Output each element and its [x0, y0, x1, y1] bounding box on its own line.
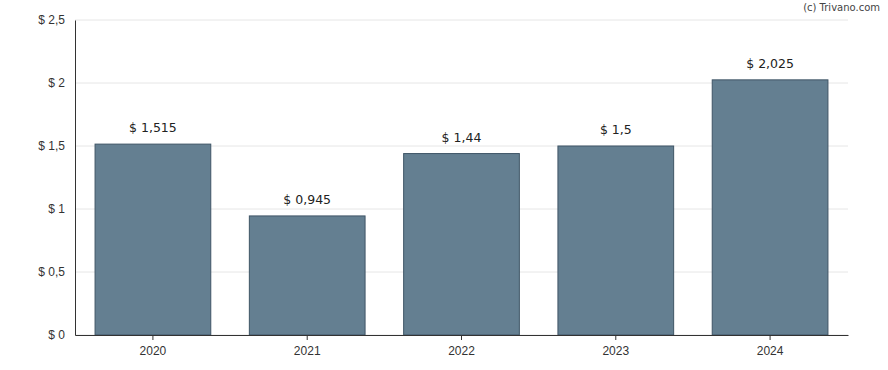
bar	[404, 154, 520, 335]
x-tick-mark	[152, 335, 153, 340]
data-label: $ 1,44	[442, 130, 482, 145]
x-tick: 2020	[140, 335, 167, 358]
chart: $ 0 $ 0,5 $ 1 $ 1,5 $ 2 $ 2,5 2020 2021 2022 2023…	[0, 0, 888, 370]
x-tick-label: 2024	[757, 344, 784, 358]
x-axis: 2020 2021 2022 2023 2024	[76, 335, 849, 358]
x-tick-mark	[307, 335, 308, 340]
grid-line	[75, 20, 848, 21]
credit: (c) Trivano.com	[803, 2, 880, 13]
data-label: $ 0,945	[283, 192, 331, 207]
x-tick-mark	[461, 335, 462, 340]
x-tick-mark	[615, 335, 616, 340]
y-tick-label: $ 0	[48, 328, 65, 342]
y-tick: $ 0	[48, 328, 75, 342]
y-tick: $ 1,5	[38, 139, 75, 153]
x-tick: 2021	[294, 335, 321, 358]
x-tick-label: 2022	[448, 344, 475, 358]
y-tick-label: $ 2,5	[38, 13, 65, 27]
plot: $ 0 $ 0,5 $ 1 $ 1,5 $ 2 $ 2,5 2020 2021 2022 2023…	[38, 13, 848, 357]
grid	[75, 20, 848, 335]
y-tick: $ 0,5	[38, 265, 75, 279]
x-tick-mark	[770, 335, 771, 340]
y-tick: $ 2	[48, 76, 75, 90]
y-tick: $ 1	[48, 202, 75, 216]
bar	[249, 216, 365, 335]
y-tick-label: $ 1,5	[38, 139, 65, 153]
data-labels: $ 1,515 $ 0,945 $ 1,44 $ 1,5 $ 2,025	[129, 56, 794, 207]
data-label: $ 2,025	[746, 56, 794, 71]
bar	[712, 80, 828, 335]
y-axis: $ 0 $ 0,5 $ 1 $ 1,5 $ 2 $ 2,5	[38, 13, 75, 342]
y-tick-label: $ 0,5	[38, 265, 65, 279]
y-tick-label: $ 2	[48, 76, 65, 90]
bar	[558, 146, 674, 335]
y-tick-label: $ 1	[48, 202, 65, 216]
x-tick: 2022	[448, 335, 475, 358]
bars	[95, 80, 828, 335]
y-axis-line	[75, 21, 76, 336]
x-tick-label: 2020	[140, 344, 167, 358]
data-label: $ 1,5	[600, 122, 632, 137]
x-tick-label: 2023	[602, 344, 629, 358]
y-tick: $ 2,5	[38, 13, 75, 27]
x-tick: 2023	[602, 335, 629, 358]
data-label: $ 1,515	[129, 120, 177, 135]
x-tick: 2024	[757, 335, 784, 358]
x-tick-label: 2021	[294, 344, 321, 358]
bar	[95, 144, 211, 335]
